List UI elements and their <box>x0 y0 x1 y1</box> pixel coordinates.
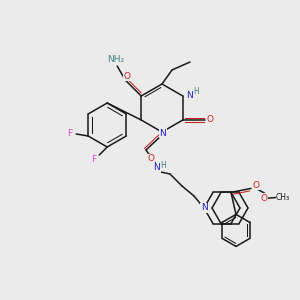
Text: O: O <box>206 116 213 124</box>
Text: N: N <box>160 128 167 137</box>
Text: F: F <box>68 130 73 139</box>
Text: O: O <box>123 72 130 81</box>
Text: O: O <box>253 181 260 190</box>
Text: H: H <box>160 160 166 169</box>
Text: NH₂: NH₂ <box>107 55 124 64</box>
Text: N: N <box>154 164 160 172</box>
Text: N: N <box>186 91 193 100</box>
Text: O: O <box>148 154 155 163</box>
Text: N: N <box>201 203 207 212</box>
Text: CH₃: CH₃ <box>276 193 290 202</box>
Text: O: O <box>260 194 268 203</box>
Text: F: F <box>91 154 96 164</box>
Text: H: H <box>193 86 199 95</box>
